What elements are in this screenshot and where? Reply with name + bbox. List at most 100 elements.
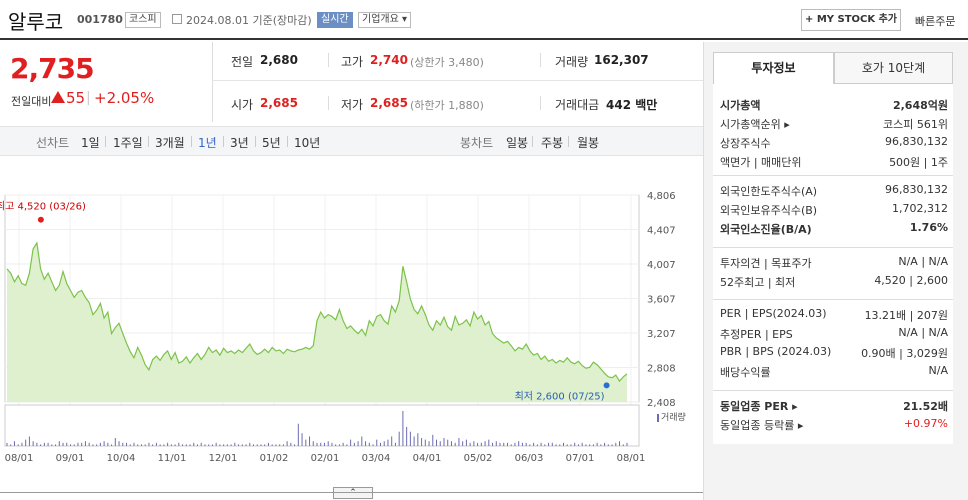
x-tick-label: 01/02 [260,453,289,464]
high-value: 2,740 [370,53,408,67]
info-label: PBR | BPS (2024.03) [720,345,832,358]
x-tick-label: 10/04 [107,453,136,464]
info-label: 배당수익률 [720,366,771,379]
info-label: 동일업종 PER ▸ [720,400,798,413]
stock-header [0,0,968,40]
volume-legend-label: 거래량 [661,413,686,423]
tab-investment-info[interactable]: 투자정보 [713,52,834,84]
candle-monthly[interactable]: 월봉 [577,136,600,150]
max-label: 최고 4,520 (03/26) [0,201,86,213]
add-mystock-button[interactable]: + MY STOCK 추가 [801,9,901,31]
info-value: 0.90배 | 3,029원 [861,347,948,360]
divider [713,390,953,391]
separator [532,136,533,147]
volume-label: 거래량 [555,55,589,69]
amount-label: 거래대금 [555,98,600,112]
info-label: 투자의견 | 목표주가 [720,257,812,270]
info-box [713,84,953,444]
x-tick-label: 08/01 [617,453,646,464]
x-tick-label: 12/01 [209,453,238,464]
x-tick-label: 05/02 [464,453,493,464]
x-tick-label: 03/04 [362,453,391,464]
amount-value: 442 백만 [606,98,658,112]
info-label: 외국인한도주식수(A) [720,185,818,198]
y-tick-label: 4,806 [647,191,676,202]
info-value: N/A [928,364,948,377]
min-point [603,382,610,389]
divider [212,80,703,81]
period-5y[interactable]: 5년 [262,136,281,150]
low-value: 2,685 [370,96,408,110]
divider [540,53,541,67]
y-tick-label: 3,607 [647,295,676,306]
separator [191,136,192,147]
separator [255,136,256,147]
period-1y[interactable]: 1년 [198,136,217,150]
volume-area [4,404,640,447]
stock-code: 001780 [77,13,123,26]
change-percent: +2.05% [94,89,155,107]
info-label: 동일업종 등락률 ▸ [720,419,804,432]
period-bar [0,126,703,156]
period-1w[interactable]: 1주일 [113,136,143,150]
info-label: 외국인소진율(B/A) [720,223,812,236]
info-value: N/A | N/A [898,326,948,339]
y-tick-label: 3,207 [647,329,676,340]
corp-overview-dropdown[interactable]: 기업개요 ▾ [358,12,411,28]
candle-daily[interactable]: 일봉 [506,136,529,150]
divider [713,175,953,176]
line-chart-label: 선차트 [36,136,70,150]
y-tick-label: 4,007 [647,260,676,271]
divider [212,42,213,122]
prev-close-label: 전일 [231,55,254,69]
info-label: 상장주식수 [720,137,771,150]
info-value: 500원 | 1주 [889,156,948,169]
info-value: 96,830,132 [885,135,948,148]
divider [713,299,953,300]
divider [328,96,329,110]
chart-collapse-button[interactable]: ⌃ [333,487,373,499]
divider [713,247,953,248]
y-tick-label: 4,407 [647,226,676,237]
separator [105,136,106,147]
low-label: 저가 [341,98,364,112]
open-value: 2,685 [260,96,298,110]
change-value: 55 [66,89,86,107]
volume-legend-icon [657,413,659,422]
x-tick-label: 07/01 [566,453,595,464]
current-price: 2,735 [10,52,95,85]
period-10y[interactable]: 10년 [294,136,321,150]
quick-order-button[interactable]: 빠른주문 [915,15,956,28]
tab-orderbook[interactable]: 호가 10단계 [834,52,953,84]
x-tick-label: 09/01 [56,453,85,464]
up-arrow-icon [51,91,65,103]
change-label: 전일대비 [11,95,52,108]
info-value: 96,830,132 [885,183,948,196]
volume-legend: 거래량 [657,410,686,423]
candle-weekly[interactable]: 주봉 [541,136,564,150]
max-point [37,216,44,223]
info-label: 추정PER | EPS [720,328,793,341]
realtime-button[interactable]: 실시간 [317,12,353,28]
divider [540,96,541,110]
upper-limit: (상한가 3,480) [410,56,484,69]
divider [0,492,703,493]
volume-value: 162,307 [594,53,649,67]
info-label: 액면가 | 매매단위 [720,156,802,169]
market-badge: 코스피 [125,12,161,28]
stock-name: 알루코 [8,10,64,34]
separator [287,136,288,147]
info-label: 외국인보유주식수(B) [720,204,818,217]
info-value: N/A | N/A [898,255,948,268]
x-tick-label: 08/01 [5,453,34,464]
info-value: 4,520 | 2,600 [874,274,948,287]
x-tick-label: 02/01 [311,453,340,464]
info-value: 21.52배 [903,400,948,413]
period-1d[interactable]: 1일 [81,136,100,150]
period-3m[interactable]: 3개월 [155,136,185,150]
period-3y[interactable]: 3년 [230,136,249,150]
change-divider: | [86,90,91,106]
info-value: +0.97% [903,417,948,430]
info-label: PER | EPS(2024.03) [720,307,827,320]
calendar-icon [172,14,182,24]
